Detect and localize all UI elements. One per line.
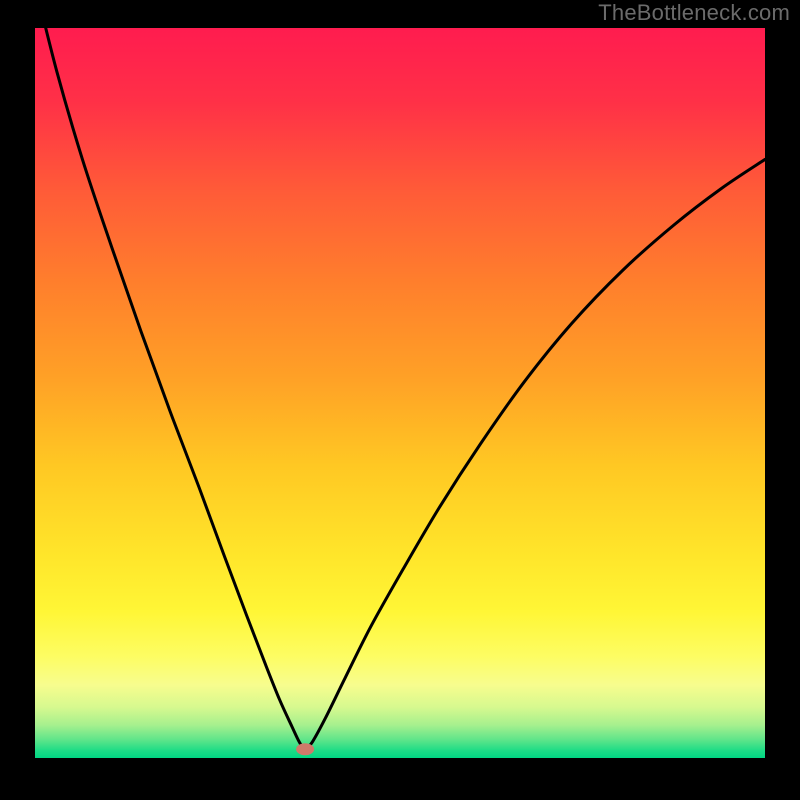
plot-area bbox=[35, 28, 765, 758]
watermark-text: TheBottleneck.com bbox=[598, 0, 790, 26]
curve-right-branch bbox=[305, 159, 765, 750]
curve-layer bbox=[35, 28, 765, 758]
curve-left-branch bbox=[35, 28, 305, 751]
minimum-marker bbox=[296, 743, 314, 755]
